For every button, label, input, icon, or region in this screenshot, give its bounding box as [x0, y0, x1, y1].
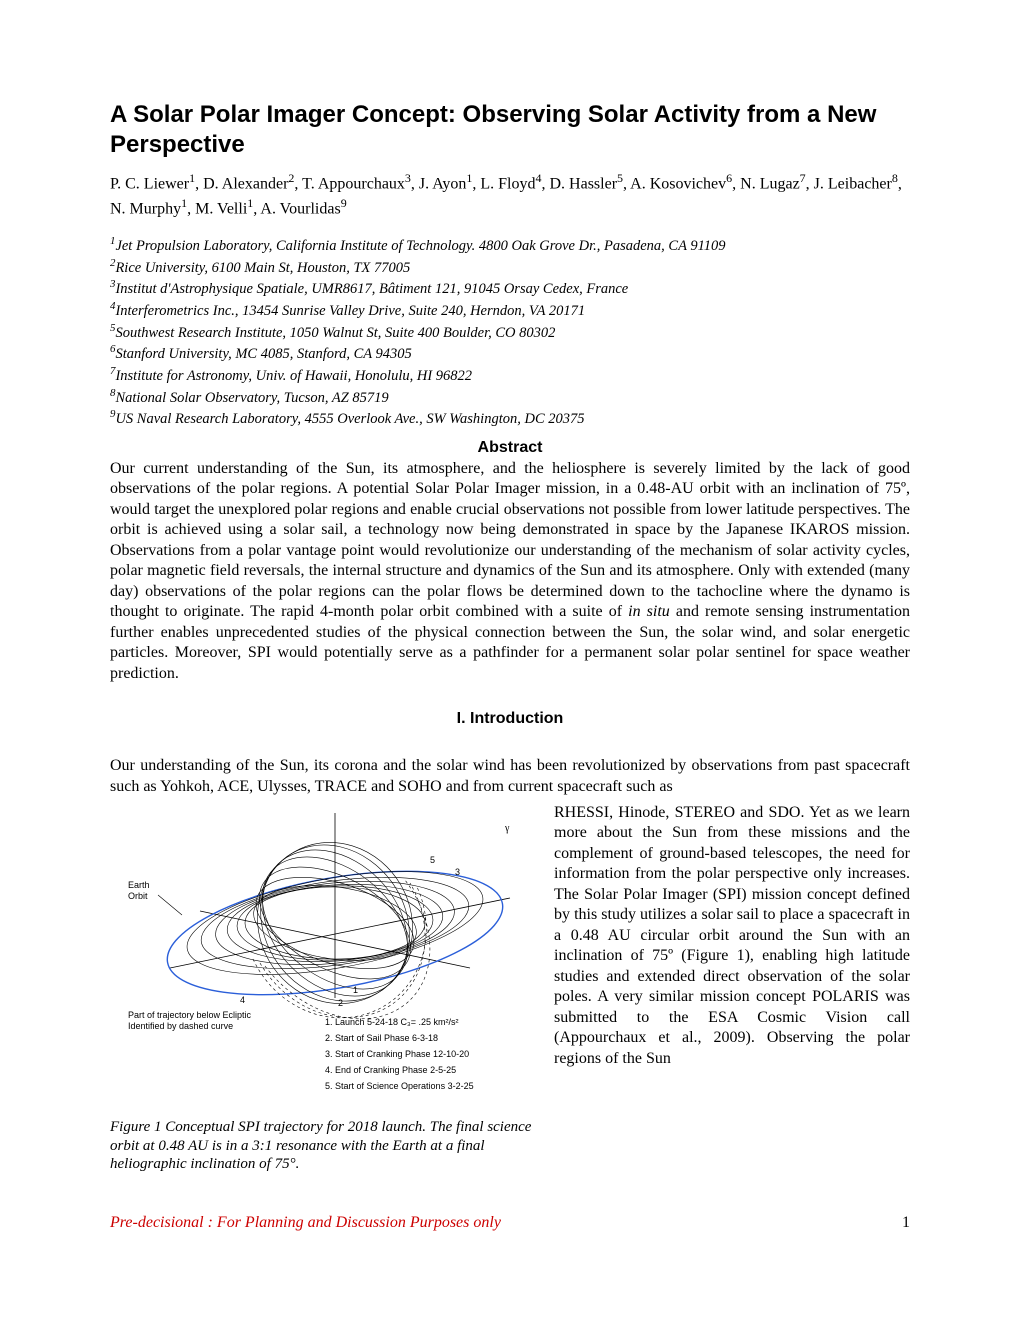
legend-item-4: 4. End of Cranking Phase 2-5-25: [325, 1065, 456, 1075]
legend-item-2: 2. Start of Sail Phase 6-3-18: [325, 1033, 438, 1043]
intro-lead-paragraph: Our understanding of the Sun, its corona…: [110, 756, 910, 797]
callout-5: 5: [430, 855, 435, 865]
earth-orbit-label: Earth: [128, 880, 150, 890]
below-ecliptic-label-2: Identified by dashed curve: [128, 1021, 233, 1031]
earth-orbit-label-2: Orbit: [128, 891, 148, 901]
paper-title: A Solar Polar Imager Concept: Observing …: [110, 100, 910, 160]
figure-1-caption: Figure 1 Conceptual SPI trajectory for 2…: [110, 1118, 540, 1174]
section-heading-intro: I. Introduction: [110, 710, 910, 728]
intro-right-column: RHESSI, Hinode, STEREO and SDO. Yet as w…: [554, 803, 910, 1174]
legend-item-1: 1. Launch 5-24-18 C₃= .25 km²/s²: [325, 1017, 458, 1027]
legend-item-3: 3. Start of Cranking Phase 12-10-20: [325, 1049, 469, 1059]
figure-column: γ: [110, 803, 540, 1174]
callout-4: 4: [240, 995, 245, 1005]
abstract-body: Our current understanding of the Sun, it…: [110, 459, 910, 684]
callout-2: 2: [338, 998, 343, 1008]
callout-1: 1: [353, 985, 358, 995]
abstract-heading: Abstract: [110, 439, 910, 457]
below-ecliptic-label-1: Part of trajectory below Ecliptic: [128, 1010, 252, 1020]
callout-3: 3: [455, 867, 460, 877]
author-list: P. C. Liewer1, D. Alexander2, T. Appourc…: [110, 170, 910, 220]
figure-1: γ: [110, 803, 540, 1108]
page-number: 1: [902, 1214, 910, 1232]
affiliation-list: 1Jet Propulsion Laboratory, California I…: [110, 234, 910, 429]
axis-gamma-label: γ: [504, 823, 510, 834]
figure-text-row: γ: [110, 803, 910, 1174]
footer-left-text: Pre-decisional : For Planning and Discus…: [110, 1214, 501, 1232]
legend-item-5: 5. Start of Science Operations 3-2-25: [325, 1081, 474, 1091]
page-footer: Pre-decisional : For Planning and Discus…: [110, 1214, 910, 1232]
figure-1-svg: γ: [110, 803, 540, 1103]
page: A Solar Polar Imager Concept: Observing …: [0, 0, 1020, 1292]
